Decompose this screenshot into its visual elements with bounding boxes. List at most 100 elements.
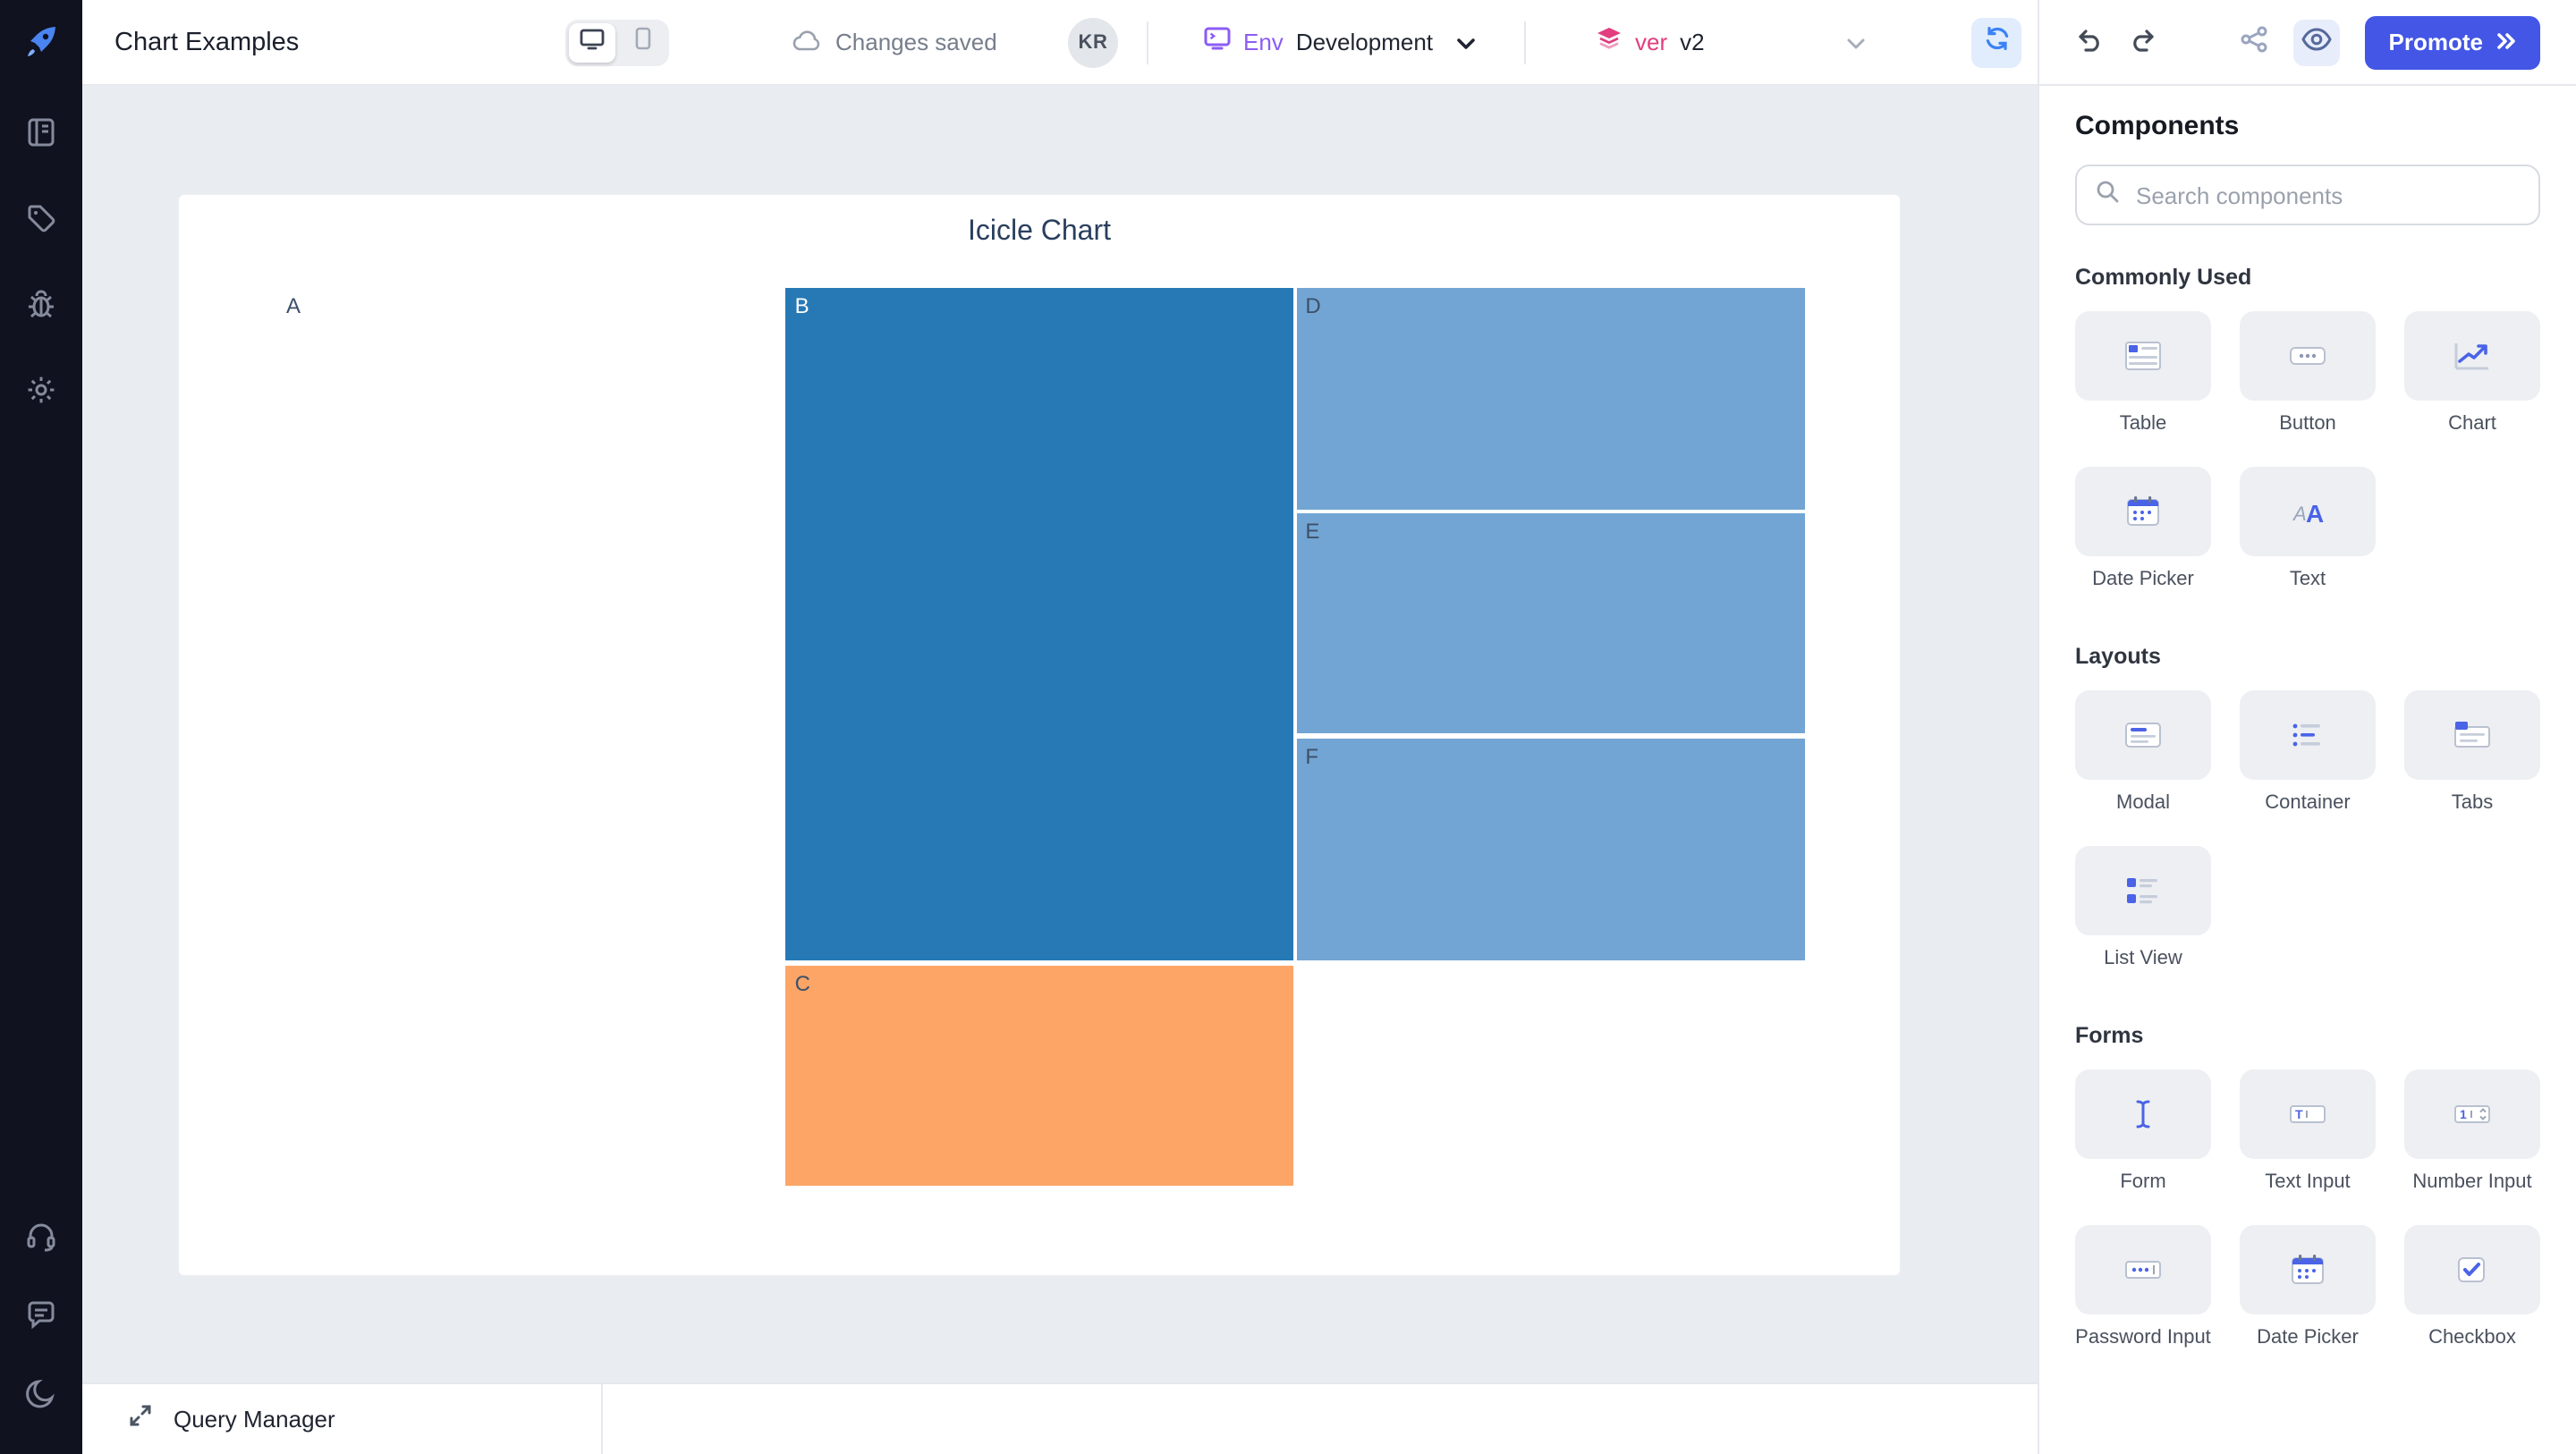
theme-toggle[interactable] [14, 1370, 68, 1424]
list-view-icon [2075, 846, 2211, 935]
ver-value: v2 [1680, 29, 1705, 55]
icicle-node-E[interactable]: E [1296, 513, 1805, 734]
chart-card[interactable]: Icicle Chart A B C D E F [177, 193, 1902, 1277]
env-dropdown-button[interactable] [1456, 0, 1476, 84]
bug-icon [23, 285, 59, 330]
component-label: Date Picker [2092, 569, 2194, 590]
component-card-number-input[interactable]: 1 Number Input [2404, 1069, 2540, 1193]
table-icon [2075, 311, 2211, 401]
device-toggle [565, 0, 669, 84]
icicle-node-B[interactable]: B [785, 288, 1293, 961]
component-card-tabs[interactable]: Tabs [2404, 690, 2540, 814]
component-card-table[interactable]: Table [2075, 311, 2211, 435]
component-card-button[interactable]: Button [2240, 311, 2376, 435]
undo-button[interactable] [2075, 27, 2104, 57]
user-avatar-wrap: KR [1068, 0, 1118, 84]
cloud-icon [792, 28, 823, 56]
component-label: Checkbox [2428, 1327, 2516, 1348]
editor-canvas: Icicle Chart A B C D E F [82, 86, 2038, 1382]
redo-button[interactable] [2129, 27, 2157, 57]
chat-button[interactable] [14, 1291, 68, 1345]
undo-icon [2075, 27, 2104, 57]
chevron-down-icon [1456, 26, 1476, 58]
desktop-icon [580, 26, 605, 58]
text-input-icon: T [2240, 1069, 2376, 1159]
mobile-icon [634, 26, 650, 58]
icicle-node-F[interactable]: F [1296, 738, 1805, 961]
search-input[interactable] [2132, 180, 2521, 210]
component-card-checkbox[interactable]: Checkbox [2404, 1225, 2540, 1348]
component-card-text[interactable]: A A Text [2240, 467, 2376, 590]
icicle-node-label: D [1305, 293, 1321, 318]
date-picker-icon [2075, 467, 2211, 556]
components-panel: Promote Components Commonly Used Table But… [2038, 0, 2576, 1454]
environment-selector[interactable]: Env Development [1204, 0, 1433, 84]
env-value: Development [1295, 29, 1434, 55]
component-card-list-view[interactable]: List View [2075, 846, 2211, 969]
top-bar: Chart Examples Changes saved KR Env Deve… [82, 0, 2038, 86]
icicle-node-C[interactable]: C [785, 966, 1293, 1186]
app-logo-icon[interactable] [14, 14, 68, 68]
component-label: List View [2104, 948, 2182, 969]
modal-icon [2075, 690, 2211, 780]
date-picker-icon [2240, 1225, 2376, 1315]
version-dropdown-button[interactable] [1846, 0, 1866, 84]
layers-icon [1596, 25, 1623, 59]
promote-button[interactable]: Promote [2365, 15, 2540, 69]
icicle-node-A[interactable]: A [277, 288, 784, 1186]
icicle-node-label: C [794, 971, 810, 997]
query-manager-bar[interactable]: Query Manager [82, 1382, 2038, 1454]
chart-icon [2404, 311, 2540, 401]
refresh-button[interactable] [1971, 18, 2021, 68]
component-card-text-input[interactable]: T Text Input [2240, 1069, 2376, 1193]
section-title: Layouts [2075, 644, 2161, 669]
component-card-date-picker[interactable]: Date Picker [2240, 1225, 2376, 1348]
button-icon [2240, 311, 2376, 401]
version-selector[interactable]: ver v2 [1596, 0, 1705, 84]
eye-icon [2301, 27, 2334, 57]
tag-icon [23, 199, 59, 244]
component-card-date-picker[interactable]: Date Picker [2075, 467, 2211, 590]
autosave-status: Changes saved [792, 0, 997, 84]
component-label: Chart [2448, 413, 2496, 435]
mobile-toggle-button[interactable] [619, 22, 665, 62]
redo-icon [2129, 27, 2157, 57]
ver-label: ver [1635, 29, 1668, 55]
section-title: Commonly Used [2075, 265, 2252, 290]
sidebar-item-releases[interactable] [14, 195, 68, 249]
share-button[interactable] [2241, 25, 2269, 59]
svg-text:A: A [2306, 500, 2324, 528]
svg-text:1: 1 [2460, 1107, 2467, 1121]
icicle-node-D[interactable]: D [1296, 288, 1805, 510]
component-label: Tabs [2451, 792, 2494, 814]
sidebar-item-debug[interactable] [14, 281, 68, 334]
sidebar-item-settings[interactable] [14, 367, 68, 420]
autosave-status-label: Changes saved [835, 29, 997, 55]
component-card-modal[interactable]: Modal [2075, 690, 2211, 814]
icicle-node-label: F [1305, 743, 1319, 769]
component-card-chart[interactable]: Chart [2404, 311, 2540, 435]
avatar[interactable]: KR [1068, 17, 1118, 67]
component-label: Modal [2116, 792, 2170, 814]
component-card-container[interactable]: Container [2240, 690, 2376, 814]
sidebar-item-pages[interactable] [14, 109, 68, 163]
panel-body: Components Commonly Used Table Button Chart… [2039, 86, 2576, 1454]
icicle-node-label: B [794, 293, 809, 318]
support-button[interactable] [14, 1213, 68, 1266]
chevron-down-icon [1846, 26, 1866, 58]
desktop-toggle-button[interactable] [569, 22, 615, 62]
component-label: Text Input [2265, 1171, 2351, 1193]
component-label: Form [2120, 1171, 2166, 1193]
chat-icon [23, 1296, 59, 1340]
svg-text:A: A [2292, 503, 2307, 525]
component-card-form[interactable]: Form [2075, 1069, 2211, 1193]
preview-button[interactable] [2293, 19, 2341, 65]
left-sidebar [0, 0, 82, 1454]
moon-icon [23, 1374, 59, 1419]
component-grid: Table Button Chart Date Picker A A Text [2075, 311, 2540, 590]
component-card-password-input[interactable]: Password Input [2075, 1225, 2211, 1348]
component-label: Button [2279, 413, 2336, 435]
header-divider [1524, 21, 1526, 64]
promote-button-label: Promote [2388, 29, 2483, 55]
